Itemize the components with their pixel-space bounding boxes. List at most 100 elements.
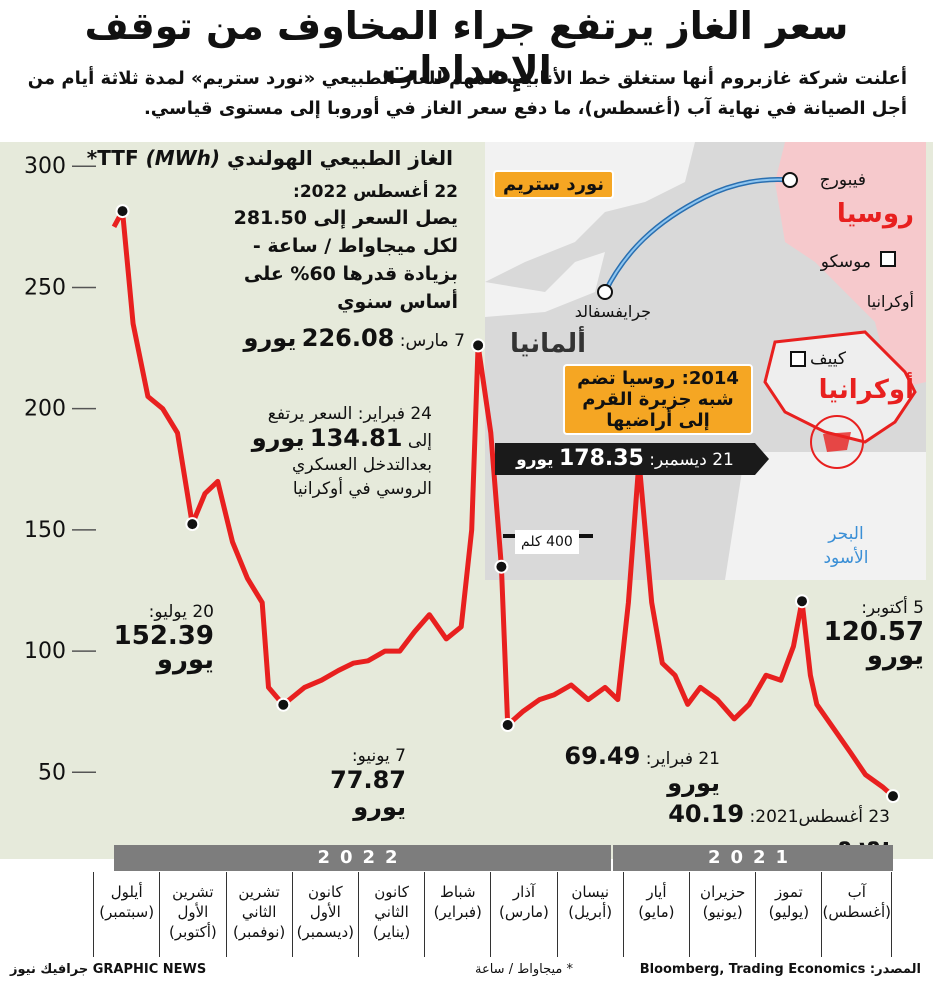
pipeline-line (604, 178, 791, 293)
annotation-jun7-value: 77.87 (330, 766, 406, 794)
dec21-arrow (755, 443, 769, 475)
data-point-2022-02-21 (500, 718, 515, 732)
month-line: نيسان (571, 883, 610, 901)
russia-label: روسيا (836, 199, 914, 229)
scale-label: 400 كلم (515, 530, 579, 554)
data-point-2022-03-07 (471, 338, 486, 353)
month-label-3: أيار (مايو) (624, 872, 691, 957)
annotation-aug22: 22 أغسطس 2022: يصل السعر إلى 281.50 لكل … (196, 180, 458, 316)
year-2021: 2021 (613, 845, 893, 871)
month-line: الأول (177, 903, 209, 921)
month-line: آب (847, 883, 866, 901)
month-label-0: آب (أغسطس) (822, 872, 892, 957)
month-line: (مايو) (638, 903, 675, 921)
month-line: (فبراير) (433, 903, 482, 921)
annotation-oct5-unit: يورو (866, 641, 924, 671)
month-line: (ديسمبر) (296, 923, 355, 941)
header: سعر الغاز يرتفع جراء المخاوف من توقف الإ… (0, 0, 933, 142)
month-line: كانون (374, 883, 409, 901)
annotation-mar7-unit: يورو (243, 324, 297, 352)
annotation-feb21: 21 فبراير: 69.49 يورو (510, 744, 720, 798)
month-line: كانون (308, 883, 343, 901)
annotation-mar7-value: 226.08 (301, 324, 395, 352)
map-sea-north (485, 252, 605, 317)
month-line: تموز (774, 883, 803, 901)
y-tick-label-300: 300 (24, 154, 66, 179)
crimea-year: 2014: (681, 368, 739, 389)
y-tick-label-200: 200 (24, 397, 66, 422)
y-tick-label-250: 250 (24, 275, 66, 300)
month-label-9: تشرين الثاني (نوفمبر) (227, 872, 293, 957)
annotation-mar7: 7 مارس: 226.08 يورو (225, 326, 465, 353)
month-line: أيار (646, 883, 667, 901)
price-line (111, 208, 895, 798)
map-russia (775, 142, 926, 387)
annotation-jul20: 20 يوليو: 152.39 يورو (113, 600, 214, 675)
kyiv-label: كييف (810, 349, 846, 369)
annotation-feb21-value: 69.49 (564, 742, 641, 770)
annotation-dec21-value: 178.35 (558, 446, 644, 471)
month-line: (أغسطس) (822, 903, 891, 921)
chart-title-block: الغاز الطبيعي الهولندي TTF (MWh)* (87, 146, 453, 170)
month-line: (يونيو) (702, 903, 743, 921)
data-point-2022-08-22 (115, 204, 130, 219)
annotation-aug21-date: 23 أغسطس2021: (749, 807, 890, 827)
month-label-1: تموز (يوليو) (756, 872, 823, 957)
annotation-oct5: 5 أكتوبر: 120.57 يورو (823, 596, 924, 671)
month-label-10: تشرين الأول (أكتوبر) (160, 872, 227, 957)
ukraine-small-label: أوكرانيا (866, 292, 914, 311)
annotation-feb24-unit: يورو (251, 424, 305, 452)
month-label-8: كانون الأول (ديسمبر) (293, 872, 359, 957)
annotation-jul20-unit: يورو (156, 645, 214, 675)
y-axis: 300 250 200 150 100 50 (24, 154, 96, 785)
month-line: الثاني (241, 903, 277, 921)
annotation-jun7: 7 يونيو: 77.87 يورو (280, 744, 406, 822)
annotation-oct5-value: 120.57 (823, 617, 924, 647)
data-point-2021-10-05 (795, 594, 809, 609)
month-line: (أكتوبر) (169, 923, 217, 941)
chart-unit: (MWh)* (86, 146, 221, 170)
annotation-feb24-prefix: إلى (407, 431, 432, 451)
month-line: (مارس) (499, 903, 549, 921)
month-axis: آب (أغسطس) تموز (يوليو) حزيران (يونيو) أيار (ما… (93, 872, 892, 957)
annotation-dec21: 21 ديسمبر: 178.35 يورو (495, 443, 755, 475)
annotation-feb21-date: 21 فبراير: (645, 749, 720, 769)
month-line: شباط (439, 883, 476, 901)
month-label-7: كانون الثاني (يناير) (359, 872, 426, 957)
germany-label: ألمانيا (509, 329, 586, 359)
vyborg-label: فيبورج (819, 170, 866, 190)
crimea-circle (810, 415, 864, 469)
footnote: * ميجاواط / ساعة (474, 962, 573, 977)
data-point-2022-07-20 (185, 517, 200, 532)
month-label-11: أيلول (سبتمبر) (94, 872, 161, 957)
map-black-sea (725, 452, 926, 580)
month-line: (يناير) (372, 923, 411, 941)
source-text: المصدر: Bloomberg, Trading Economics (639, 962, 921, 977)
month-line: تشرين (238, 883, 280, 901)
chart-title: الغاز الطبيعي الهولندي TTF (97, 146, 453, 170)
greifswald-dot (597, 284, 613, 300)
month-line: حزيران (700, 883, 746, 901)
greifswald-label: جرايفسفالد (574, 302, 651, 321)
month-line: (نوفمبر) (232, 923, 286, 941)
moscow-label: موسكو (820, 252, 871, 272)
annotation-aug22-date: 22 أغسطس 2022: (293, 182, 458, 202)
annotation-jul20-value: 152.39 (113, 621, 214, 651)
map-inset: نورد ستريم فيبورج روسيا موسكو أوكرانيا ج… (485, 142, 926, 580)
page-subtitle: أعلنت شركة غازبروم أنها ستغلق خط الأنابي… (27, 68, 907, 119)
month-label-5: آذار (مارس) (491, 872, 558, 957)
data-point-2021-08-23 (886, 789, 900, 804)
crimea-text: روسيا تضم شبه جزيرة القرم إلى أراضيها (577, 368, 734, 431)
y-tick-label-100: 100 (24, 639, 66, 664)
crimea-shape (823, 432, 851, 452)
vyborg-dot (782, 172, 798, 188)
annotation-aug21-value: 40.19 (668, 800, 745, 828)
y-tick-label-50: 50 (38, 760, 66, 785)
page-title: سعر الغاز يرتفع جراء المخاوف من توقف الإ… (84, 4, 849, 92)
annotation-jun7-date: 7 يونيو: (351, 746, 406, 766)
moscow-marker (880, 251, 896, 267)
annotation-oct5-date: 5 أكتوبر: (861, 598, 924, 618)
nord-stream-label: نورد ستريم (493, 170, 615, 199)
kyiv-marker (790, 351, 806, 367)
year-2022: 2022 (114, 845, 611, 871)
